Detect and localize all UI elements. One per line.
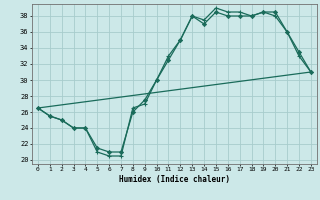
X-axis label: Humidex (Indice chaleur): Humidex (Indice chaleur) xyxy=(119,175,230,184)
